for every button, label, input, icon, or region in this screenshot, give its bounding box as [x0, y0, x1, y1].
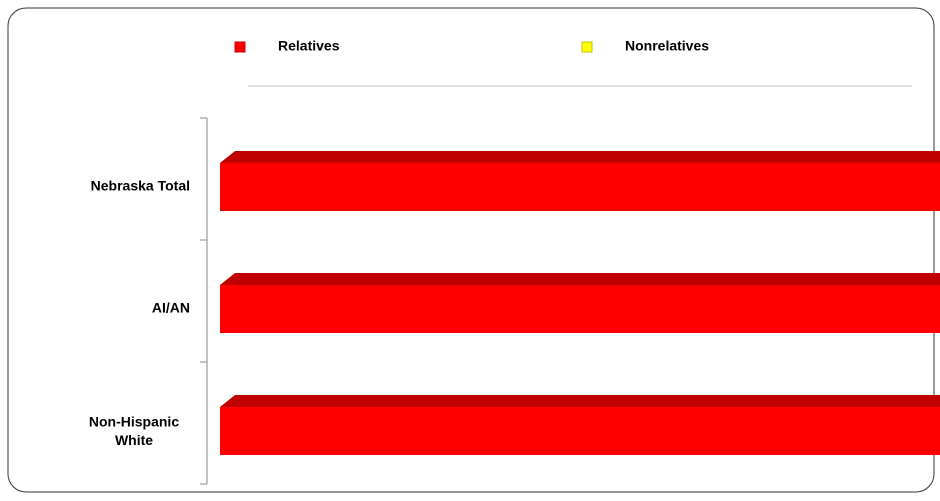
y-tick-label: AI/AN — [152, 300, 190, 316]
bar — [220, 163, 940, 211]
legend-swatch — [234, 41, 246, 53]
bar — [220, 285, 940, 333]
bar-top — [220, 151, 940, 163]
y-tick-label: Non-Hispanic White — [89, 413, 179, 447]
bar-top — [220, 395, 940, 407]
legend-label: Relatives — [278, 38, 340, 54]
bar-top — [220, 273, 940, 285]
bar — [220, 407, 940, 455]
legend-label: Nonrelatives — [625, 38, 709, 54]
legend-swatch — [581, 41, 593, 53]
y-tick-label: Nebraska Total — [91, 178, 190, 194]
chart-frame — [7, 7, 935, 493]
